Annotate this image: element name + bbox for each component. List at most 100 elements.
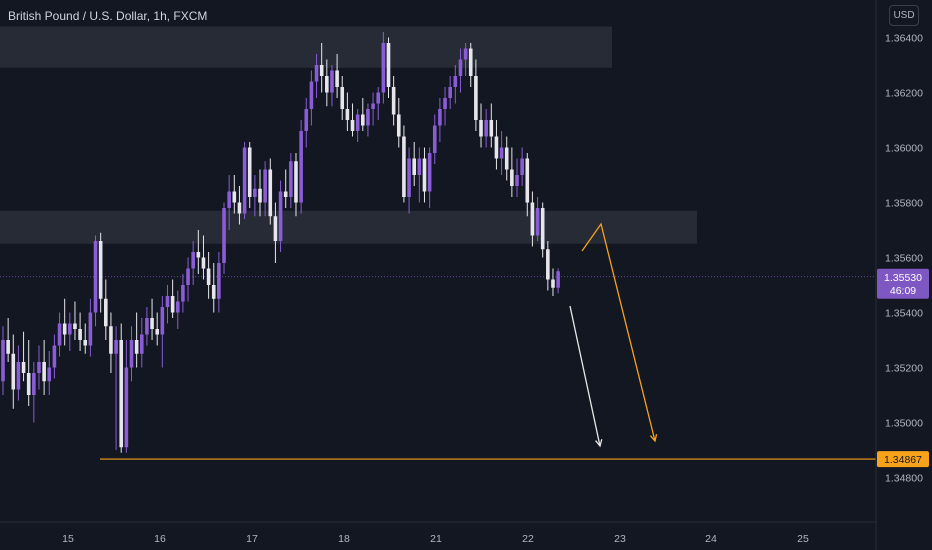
- candle-body: [6, 340, 10, 354]
- candle-body: [124, 367, 129, 448]
- candle-body: [104, 298, 108, 327]
- candle-body: [412, 158, 416, 175]
- candle-body: [494, 136, 499, 159]
- x-tick-label: 24: [705, 533, 717, 545]
- currency-button[interactable]: USD: [889, 5, 919, 26]
- candle-body: [325, 76, 329, 93]
- candle-body: [227, 191, 231, 208]
- candle-body: [443, 98, 447, 109]
- candle-body: [78, 329, 82, 340]
- candle-body: [37, 362, 41, 373]
- candle-body: [283, 191, 288, 197]
- candle-body: [453, 76, 458, 87]
- current-price-badge: [877, 268, 929, 299]
- candle-body: [1, 340, 5, 382]
- candle-body: [237, 202, 242, 214]
- candle-body: [114, 340, 118, 354]
- candle-body: [211, 285, 216, 299]
- orange-arrow-head: [649, 434, 658, 443]
- current-price-countdown: 46:09: [890, 285, 916, 297]
- x-tick-label: 21: [430, 533, 442, 545]
- x-tick-label: 22: [522, 533, 534, 545]
- candle-body: [299, 131, 303, 203]
- x-tick-label: 23: [614, 533, 626, 545]
- candle-body: [165, 296, 170, 307]
- candle-body: [520, 158, 524, 175]
- candle-body: [371, 103, 375, 109]
- candle-body: [16, 362, 21, 390]
- candle-body: [160, 307, 165, 335]
- y-tick-label: 1.34800: [885, 473, 923, 485]
- candle-body: [186, 268, 190, 285]
- candle-body: [73, 323, 77, 329]
- target-price-label: 1.34867: [884, 454, 922, 466]
- candle-body: [546, 249, 550, 280]
- candle-body: [422, 158, 427, 192]
- candle-body: [427, 153, 432, 192]
- candle-body: [463, 48, 468, 60]
- candle-body: [139, 334, 144, 354]
- candle-body: [330, 70, 334, 93]
- candle-body: [530, 202, 535, 236]
- candle-body: [247, 147, 252, 197]
- candle-body: [88, 312, 93, 346]
- y-tick-label: 1.35600: [885, 253, 923, 265]
- candle-body: [278, 191, 283, 241]
- candle-body: [32, 373, 36, 395]
- candle-body: [26, 373, 31, 395]
- candle-body: [479, 120, 483, 137]
- candle-body: [155, 329, 159, 335]
- candle-body: [438, 109, 442, 126]
- y-tick-label: 1.35400: [885, 308, 923, 320]
- candle-body: [21, 362, 26, 373]
- candle-body: [474, 76, 478, 120]
- candle-body: [556, 271, 560, 288]
- candle-body: [448, 87, 452, 98]
- candle-body: [417, 158, 422, 175]
- white-arrow-head: [595, 439, 603, 448]
- y-tick-label: 1.36200: [885, 88, 923, 100]
- y-tick-label: 1.35000: [885, 418, 923, 430]
- candle-body: [458, 59, 463, 76]
- y-tick-label: 1.35800: [885, 198, 923, 210]
- arrows-layer: [569, 222, 658, 448]
- candle-body: [222, 208, 226, 263]
- candles-layer: [1, 32, 560, 453]
- y-tick-label: 1.36000: [885, 143, 923, 155]
- candle-body: [381, 43, 386, 93]
- candle-body: [510, 169, 514, 186]
- candle-body: [170, 296, 175, 313]
- x-tick-label: 18: [338, 533, 350, 545]
- candle-body: [57, 323, 62, 346]
- candle-body: [345, 109, 350, 120]
- candle-body: [83, 340, 88, 346]
- candle-body: [232, 191, 237, 203]
- candle-body: [191, 252, 195, 269]
- candle-body: [258, 188, 262, 203]
- candle-body: [242, 147, 247, 214]
- candle-body: [93, 241, 98, 313]
- current-price-label: 1.35530: [884, 272, 922, 284]
- candle-body: [551, 279, 555, 288]
- candle-body: [407, 158, 411, 197]
- candle-body: [42, 362, 46, 382]
- candle-body: [201, 257, 206, 269]
- candle-body: [304, 109, 309, 131]
- candle-body: [145, 318, 149, 335]
- candle-body: [525, 158, 530, 203]
- candle-body: [11, 353, 16, 390]
- candle-body: [350, 120, 355, 131]
- candle-body: [253, 188, 257, 197]
- candle-body: [273, 216, 278, 241]
- x-tick-label: 16: [154, 533, 166, 545]
- candle-body: [335, 70, 339, 87]
- candle-body: [309, 81, 314, 109]
- candle-body: [355, 114, 360, 131]
- candle-body: [535, 208, 540, 236]
- candle-body: [361, 114, 365, 126]
- candle-body: [119, 340, 124, 448]
- candle-body: [484, 120, 488, 137]
